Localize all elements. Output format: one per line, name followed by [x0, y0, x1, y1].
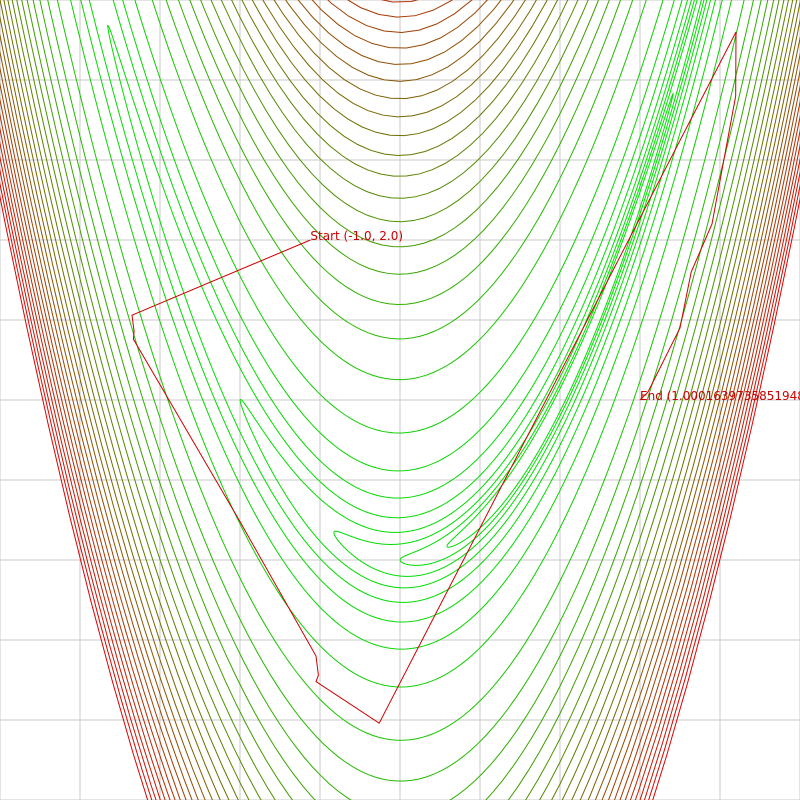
contour-line	[70, 0, 733, 688]
contour-line	[106, 0, 712, 603]
contour-line	[80, 0, 723, 650]
start-label: Start (-1.0, 2.0)	[310, 229, 403, 243]
optimization-path	[131, 31, 737, 724]
contour-line	[88, 0, 717, 623]
contour-line	[333, 0, 705, 577]
contour-line	[399, 0, 702, 566]
end-label: End (1.0001639735851948, 1.0003280880786…	[640, 389, 800, 403]
contour-line	[239, 0, 708, 589]
contour-line	[446, 92, 674, 548]
